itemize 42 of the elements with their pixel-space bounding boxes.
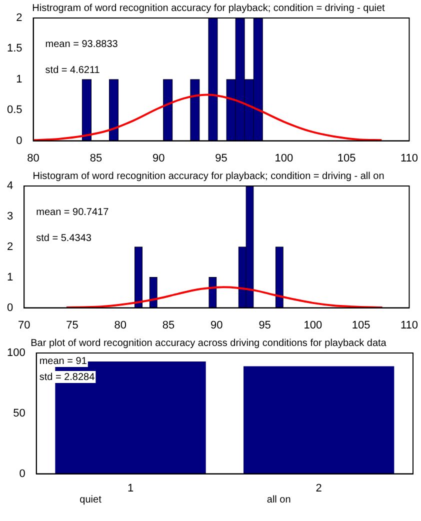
chart-title: Histrogram of word recognition accuracy for playback; condition = driving - quiet xyxy=(32,2,386,14)
x-tick-label: 100 xyxy=(274,152,294,164)
x-tick-label: 90 xyxy=(210,319,223,332)
text: quiet xyxy=(80,494,102,506)
y-tick-label: 1 xyxy=(16,73,22,86)
y-tick-label: 1 xyxy=(6,271,14,284)
y-tick-label: 2 xyxy=(16,12,22,24)
y-tick-label: 3 xyxy=(6,210,14,222)
x-tick-label: 85 xyxy=(162,319,175,332)
x-tick-label: 75 xyxy=(66,319,78,332)
x-tick-label: 85 xyxy=(90,152,102,164)
x-tick-label: 110 xyxy=(400,319,418,332)
annotation: std = 4.6211 xyxy=(45,64,100,76)
y-tick-label: 2 xyxy=(6,240,14,253)
annotation: std = 5.4343 xyxy=(36,232,92,244)
text: all on xyxy=(266,494,291,506)
y-tick-label: 0.5 xyxy=(6,104,22,116)
x-tick-label: 95 xyxy=(258,319,271,332)
x-tick-label: 105 xyxy=(337,152,356,164)
y-tick-label: 4 xyxy=(6,180,14,192)
y-tick-label: 0 xyxy=(16,134,22,147)
chart-title: Histogram of word recognition accuracy for playback; condition = driving - all on xyxy=(32,170,384,182)
x-tick-label: 95 xyxy=(215,152,228,164)
annotation: mean = 93.8833 xyxy=(45,38,118,50)
y-tick-label: 1.5 xyxy=(6,42,22,55)
x-tick-label: 70 xyxy=(18,319,30,332)
y-tick-label: 0 xyxy=(19,468,26,480)
annotation: mean = 91 xyxy=(39,356,88,367)
line-series xyxy=(65,286,384,308)
x-tick-label: 80 xyxy=(114,319,127,332)
x-tick-label: 90 xyxy=(152,152,165,164)
x-tick-label: 105 xyxy=(352,319,370,332)
y-tick-label: 50 xyxy=(13,407,26,420)
y-tick-label: 0 xyxy=(6,302,14,314)
annotation: mean = 90.7417 xyxy=(36,206,110,218)
annotation: std = 2.8284 xyxy=(39,372,96,383)
line-series xyxy=(33,94,383,141)
x-tick-label: 80 xyxy=(27,152,40,164)
x-tick-label: 100 xyxy=(304,319,322,332)
y-tick-label: 100 xyxy=(6,347,26,360)
x-tick-label: 110 xyxy=(400,152,418,164)
chart-title: Bar plot of word recognition accuracy across driving conditions for playback data xyxy=(30,338,387,349)
